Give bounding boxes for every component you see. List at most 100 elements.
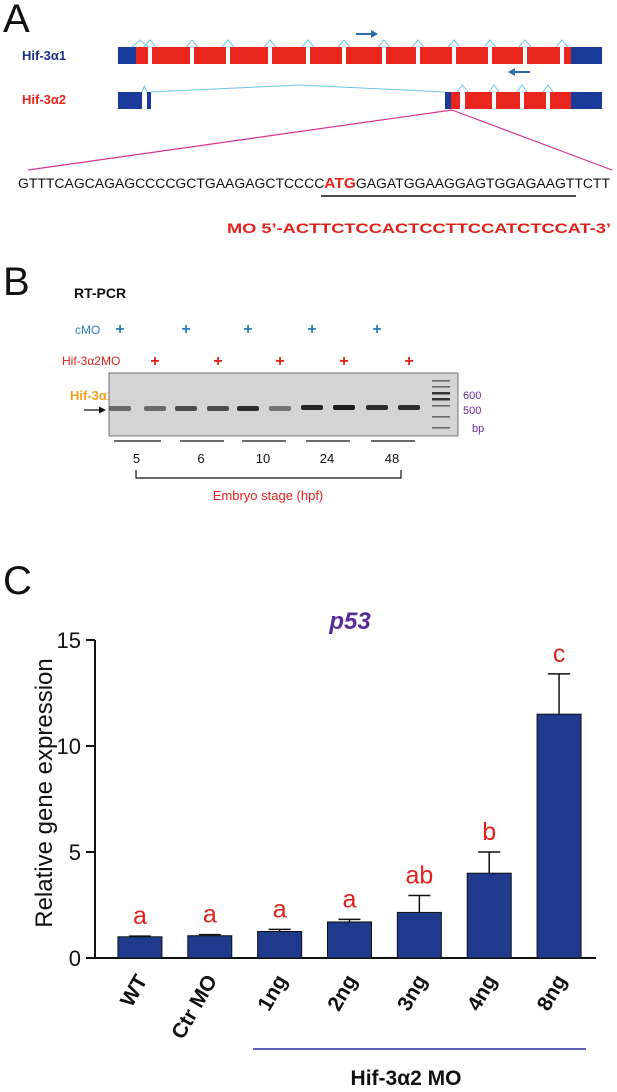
stage-label: 10 xyxy=(256,451,270,466)
gel-band xyxy=(237,406,259,411)
x-tick-label: 4ng xyxy=(463,971,502,1015)
bar xyxy=(466,872,512,959)
embryo-stage-title: Embryo stage (hpf) xyxy=(213,488,324,503)
bar xyxy=(327,921,372,959)
ladder-band xyxy=(432,405,450,407)
ladder-band xyxy=(432,427,450,429)
band-arrow xyxy=(84,406,106,414)
exon-block xyxy=(194,47,226,64)
zoom-line-right xyxy=(451,109,613,171)
y-tick-label: 10 xyxy=(57,734,81,759)
cmo-plus-sign: + xyxy=(307,321,316,338)
exon-block xyxy=(492,47,523,64)
utr-3prime xyxy=(571,92,602,109)
exon-block xyxy=(456,47,488,64)
exon-block xyxy=(230,47,268,64)
chart-title: p53 xyxy=(328,608,371,635)
cmo-plus-sign: + xyxy=(181,321,190,338)
y-axis-label: Relative gene expression xyxy=(31,658,58,928)
mo-plus-sign: + xyxy=(339,353,348,370)
intron-connector xyxy=(518,39,532,48)
morpholino-sequence: MO 5’-ACTTCTCCACTCCTTCCATCTCCAT-3’ xyxy=(227,221,611,236)
intron-connector xyxy=(542,84,554,93)
marker-unit: bp xyxy=(472,423,484,435)
stage-label: 48 xyxy=(385,451,399,466)
exon-block xyxy=(310,47,342,64)
x-tick-label: 1ng xyxy=(253,971,292,1015)
dna-ladder xyxy=(432,380,450,429)
hif3a2-gene-model xyxy=(118,84,602,109)
utr-5prime xyxy=(118,47,136,64)
exon-block xyxy=(465,92,492,109)
exon-block xyxy=(272,47,306,64)
gene-hif3a2-label: Hif-3α2 xyxy=(22,92,66,107)
intron-connector xyxy=(488,84,500,93)
gel-bands xyxy=(109,405,420,411)
intron-connector xyxy=(150,84,446,93)
significance-letter: a xyxy=(343,885,357,913)
panel-b-letter: B xyxy=(3,260,30,304)
intron-connector xyxy=(483,39,497,48)
ladder-band xyxy=(432,392,450,395)
stage-label: 6 xyxy=(197,451,204,466)
agarose-gel xyxy=(108,372,459,437)
group-label: Hif-3α2 MO xyxy=(351,1067,462,1090)
exon-block xyxy=(527,47,560,64)
significance-letter: b xyxy=(482,818,496,846)
intron-connector xyxy=(185,39,199,48)
ladder-band xyxy=(432,398,450,401)
exon-block xyxy=(420,47,452,64)
y-tick-label: 5 xyxy=(69,840,81,865)
exon-block xyxy=(496,92,520,109)
intron-connector xyxy=(263,39,277,48)
mo-plus-sign: + xyxy=(150,353,159,370)
ladder-band xyxy=(432,386,450,388)
exon-block xyxy=(152,47,190,64)
x-tick-label: 3ng xyxy=(393,971,432,1015)
intron-connector xyxy=(456,84,469,93)
hif3a1-gene-model xyxy=(118,39,602,64)
rt-pcr-title: RT-PCR xyxy=(74,285,126,301)
intron-connector xyxy=(141,84,148,93)
ladder-band xyxy=(432,380,450,382)
bar xyxy=(257,931,303,959)
mo-plus-sign: + xyxy=(275,353,284,370)
zoom-line-left xyxy=(27,109,453,171)
gel-band xyxy=(398,405,420,410)
intron-connector xyxy=(337,39,351,48)
gel-band xyxy=(333,405,355,410)
x-tick-label: WT xyxy=(116,971,152,1011)
significance-letter: a xyxy=(273,895,287,923)
stage-label: 5 xyxy=(133,451,140,466)
stage-groups: 5 6 10 24 48 xyxy=(114,440,415,466)
exon-block xyxy=(524,92,546,109)
forward-primer-arrow xyxy=(356,30,378,38)
intron-connector xyxy=(411,39,425,48)
treatment-signs: + + + + + + + + + + xyxy=(115,321,413,370)
gel-band xyxy=(175,406,197,411)
exon-block xyxy=(564,47,571,64)
marker-600: 600 xyxy=(463,390,481,402)
bar xyxy=(187,935,233,959)
intron-connector xyxy=(516,84,528,93)
gene-hif3a1-label: Hif-3α1 xyxy=(22,48,66,63)
intron-connector xyxy=(143,39,157,48)
cmo-row-label: cMO xyxy=(75,323,100,337)
exon-block xyxy=(346,47,382,64)
x-tick-label: Ctr MO xyxy=(167,971,222,1043)
stage-label: 24 xyxy=(320,451,334,466)
gel-band xyxy=(366,405,388,410)
bar xyxy=(536,713,582,959)
intron-connector xyxy=(447,39,461,48)
exon-block xyxy=(550,92,571,109)
exon-block xyxy=(136,47,148,64)
significance-letter: a xyxy=(203,901,217,929)
cmo-plus-sign: + xyxy=(372,321,381,338)
gel-band xyxy=(144,406,166,411)
atg-start-codon: ATG xyxy=(324,175,356,192)
panel-a-letter: A xyxy=(3,0,30,41)
bar xyxy=(117,936,163,959)
atg-sequence: GTTTCAGCAGAGCCCCGCTGAAGAGCTCCCC ATGGAGATG… xyxy=(18,175,610,192)
mo-plus-sign: + xyxy=(404,353,413,370)
